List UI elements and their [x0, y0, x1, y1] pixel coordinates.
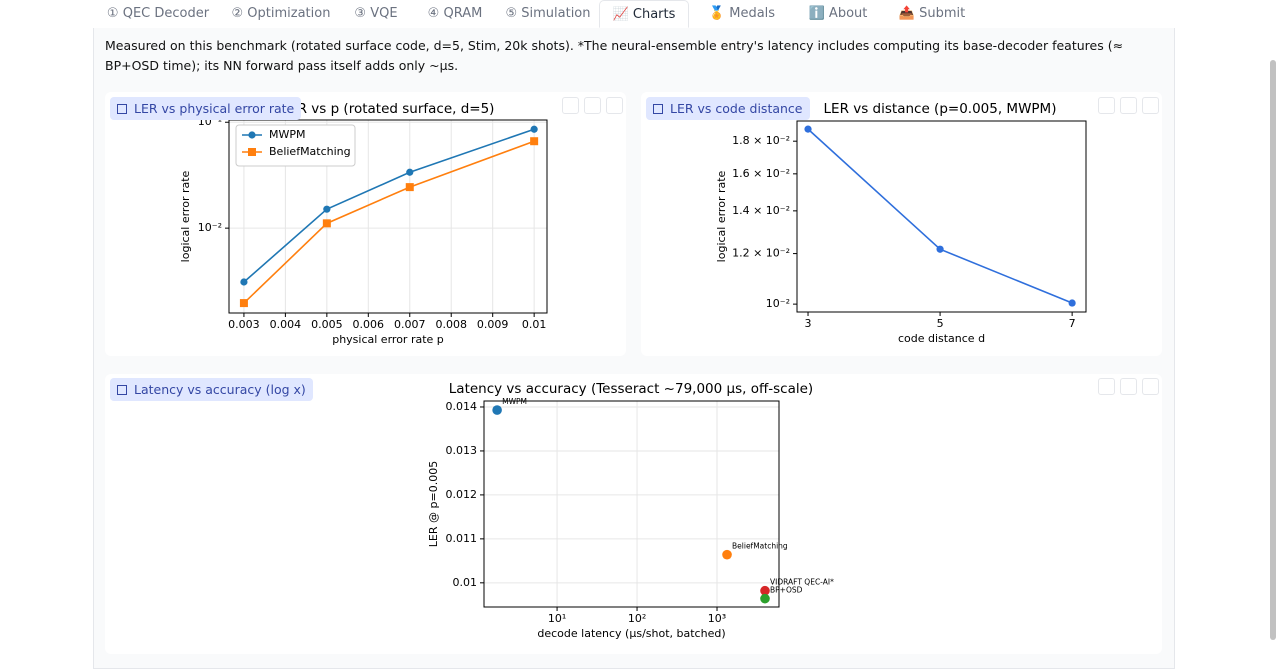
marker [936, 245, 944, 253]
y-tick-label: 0.014 [446, 400, 478, 413]
x-tick-label: 0.005 [311, 318, 343, 331]
line [243, 128, 535, 283]
marker [240, 278, 248, 286]
plot-frame [796, 120, 1087, 313]
chart-title: LER vs distance (p=0.005, MWPM) [824, 101, 1057, 117]
y-tick-label: 10⁻² [198, 221, 222, 234]
tab[interactable]: ④ QRAM [427, 6, 483, 21]
point [760, 593, 770, 604]
x-tick-label: 10³ [708, 612, 726, 625]
legend-marker [248, 148, 256, 156]
y-tick-label: 1.8 × 10⁻² [732, 134, 790, 147]
fullscreen-button[interactable] [1098, 378, 1115, 395]
marker [406, 168, 414, 176]
x-tick-label: 5 [937, 317, 944, 330]
y-tick-label: 10⁻² [766, 297, 790, 310]
x-tick-label: 0.009 [477, 318, 509, 331]
panel-label: Latency vs accuracy (log x) [110, 378, 313, 401]
marker [405, 183, 414, 192]
y-tick-label: 1.4 × 10⁻² [732, 204, 790, 217]
x-axis-label: decode latency (µs/shot, batched) [537, 627, 725, 640]
share-button[interactable] [1142, 378, 1159, 395]
y-tick-label: 0.012 [446, 488, 478, 501]
tab[interactable]: 📈 Charts [599, 0, 689, 28]
description: Measured on this benchmark (rotated surf… [105, 38, 1124, 73]
x-axis-label: code distance d [898, 332, 985, 345]
x-tick-label: 7 [1069, 317, 1076, 330]
panel-label-text: LER vs code distance [670, 101, 803, 116]
y-axis-label: LER @ p=0.005 [427, 461, 440, 547]
scrollbar[interactable] [1270, 60, 1276, 640]
download-button[interactable] [1120, 97, 1137, 114]
y-tick-label: 0.01 [453, 576, 478, 589]
x-tick-label: 10² [628, 612, 646, 625]
point-label: MWPM [502, 397, 527, 406]
download-button[interactable] [1120, 378, 1137, 395]
point-label: BP+OSD [770, 586, 803, 595]
y-axis-label: logical error rate [179, 170, 192, 262]
tab[interactable]: ℹ️ About [808, 6, 868, 21]
point-label: VIDRAFT QEC-AI* [770, 578, 834, 587]
plot-area [484, 401, 779, 607]
marker [530, 137, 539, 146]
marker [530, 125, 538, 133]
x-tick-label: 0.003 [228, 318, 260, 331]
share-button[interactable] [1142, 97, 1159, 114]
plot-frame [483, 400, 780, 608]
x-tick-label: 0.004 [270, 318, 302, 331]
panel-buttons [1098, 97, 1159, 114]
charts: 0.003 0.004 0.005 0.006 0.007 0.008 0.009 0.011… [179, 101, 1087, 640]
y-axis-label: logical error rate [715, 170, 728, 262]
x-tick-label: 0.008 [435, 318, 467, 331]
legend-label: MWPM [269, 128, 306, 141]
fullscreen-button[interactable] [562, 97, 579, 114]
legend [235, 124, 356, 167]
tab-bar: ① QEC Decoder ② Optimization ③ VQE ④ QRAM ⑤ … [93, 0, 1173, 29]
y-tick-label: 0.011 [446, 532, 478, 545]
share-button[interactable] [606, 97, 623, 114]
legend-marker [248, 131, 256, 139]
y-tick-label: 1.6 × 10⁻² [732, 167, 790, 180]
x-tick-label: 0.006 [353, 318, 385, 331]
marker [322, 219, 331, 228]
marker [323, 205, 331, 213]
tab[interactable]: 🏅 Medals [708, 6, 776, 21]
tab[interactable]: ⑤ Simulation [505, 6, 591, 21]
x-tick-label: 0.007 [394, 318, 426, 331]
x-axis-label: physical error rate p [332, 333, 444, 346]
legend-label: BeliefMatching [269, 145, 351, 158]
line [243, 140, 535, 304]
panel-buttons [562, 97, 623, 114]
panel-label: LER vs physical error rate [110, 97, 302, 120]
point [492, 405, 502, 415]
marker [1068, 299, 1076, 307]
panel-label: LER vs code distance [646, 97, 810, 120]
plot-frame [228, 119, 548, 314]
plot-area [797, 121, 1086, 312]
panel-buttons [1098, 378, 1159, 395]
chart-title: Latency vs accuracy (Tesseract ~79,000 µ… [449, 381, 813, 397]
marker [239, 299, 248, 308]
fullscreen-button[interactable] [1098, 97, 1115, 114]
panel-label-text: LER vs physical error rate [134, 101, 295, 116]
page: ① QEC Decoder ② Optimization ③ VQE ④ QRAM ⑤ … [93, 0, 1276, 669]
tab[interactable]: 📤 Submit [898, 6, 966, 21]
point-label: BeliefMatching [732, 542, 788, 551]
x-tick-label: 0.01 [522, 318, 547, 331]
chart-title: LER vs p (rotated surface, d=5) [282, 101, 495, 117]
y-tick-label: 1.2 × 10⁻² [732, 247, 790, 260]
x-tick-label: 10¹ [548, 612, 566, 625]
panel-label-text: Latency vs accuracy (log x) [134, 382, 306, 397]
tab[interactable]: ③ VQE [354, 6, 398, 21]
point [760, 585, 770, 596]
tab[interactable]: ② Optimization [231, 6, 331, 21]
tab[interactable]: ① QEC Decoder [106, 6, 210, 21]
marker [804, 125, 812, 133]
point [722, 549, 732, 560]
download-button[interactable] [584, 97, 601, 114]
x-tick-label: 3 [805, 317, 812, 330]
y-tick-label: 0.013 [446, 444, 478, 457]
